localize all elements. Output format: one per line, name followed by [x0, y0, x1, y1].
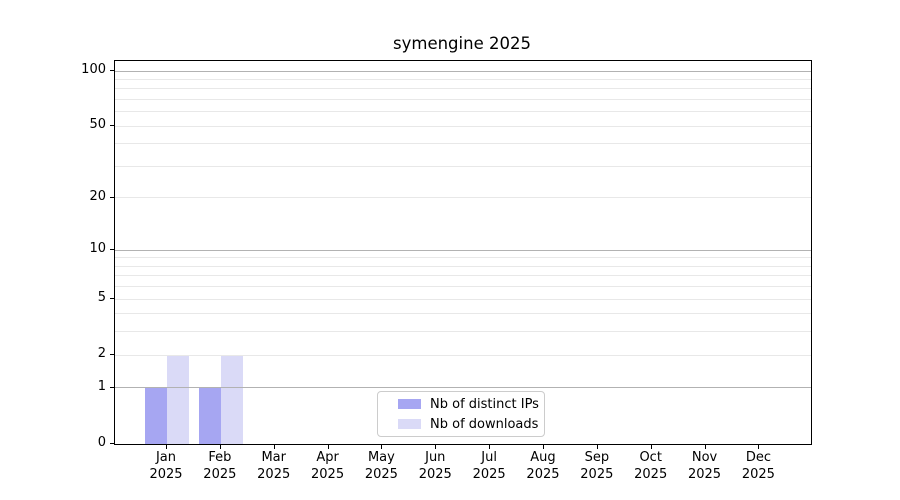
- x-tick-label: Jul 2025: [472, 450, 506, 482]
- chart-legend: Nb of distinct IPs Nb of downloads: [377, 391, 545, 437]
- x-tick-label: Dec 2025: [741, 450, 775, 482]
- y-tick-label: 0: [97, 435, 106, 450]
- x-tick-mark: [381, 445, 383, 449]
- x-tick-label: Sep 2025: [580, 450, 614, 482]
- x-tick-label: Aug 2025: [526, 450, 560, 482]
- x-tick-label: Apr 2025: [311, 450, 345, 482]
- legend-label-downloads: Nb of downloads: [430, 416, 539, 432]
- x-tick-mark: [489, 445, 491, 449]
- bar: [145, 387, 167, 444]
- x-tick-mark: [704, 445, 706, 449]
- y-tick-label: 5: [97, 290, 106, 306]
- x-tick-mark: [219, 445, 221, 449]
- x-tick-label: Oct 2025: [634, 450, 668, 482]
- x-tick-label: Nov 2025: [687, 450, 722, 482]
- x-tick-mark: [327, 445, 329, 449]
- x-tick-mark: [758, 445, 760, 449]
- x-tick-label: Jan 2025: [149, 450, 183, 482]
- y-tick-mark: [110, 354, 114, 356]
- legend-entry-downloads: Nb of downloads: [378, 416, 544, 433]
- x-tick-mark: [542, 445, 544, 449]
- plot-area: [114, 60, 812, 445]
- y-tick-mark: [110, 298, 114, 300]
- y-tick-mark: [110, 249, 114, 251]
- x-tick-mark: [650, 445, 652, 449]
- bar: [167, 355, 189, 444]
- y-tick-mark: [110, 386, 114, 388]
- y-tick-label: 10: [89, 241, 106, 257]
- y-tick-mark: [110, 196, 114, 198]
- y-tick-label: 20: [89, 188, 106, 204]
- y-tick-mark: [110, 70, 114, 71]
- x-tick-label: May 2025: [364, 450, 398, 482]
- x-tick-mark: [435, 445, 437, 449]
- x-tick-mark: [166, 445, 167, 449]
- y-tick-mark: [110, 443, 114, 444]
- y-tick-label: 100: [81, 62, 106, 77]
- y-tick-label: 1: [97, 378, 106, 394]
- x-tick-mark: [596, 445, 598, 449]
- legend-entry-distinct-ips: Nb of distinct IPs: [378, 396, 544, 413]
- x-tick-mark: [273, 445, 275, 449]
- y-tick-label: 2: [97, 346, 106, 362]
- bar: [198, 387, 221, 444]
- y-tick-label: 50: [89, 117, 106, 133]
- bar: [220, 355, 243, 444]
- y-tick-mark: [110, 125, 114, 127]
- bars-layer: [115, 61, 811, 444]
- x-tick-label: Jun 2025: [418, 450, 452, 482]
- x-tick-label: Feb 2025: [203, 450, 237, 482]
- chart-title: symengine 2025: [393, 34, 531, 53]
- x-tick-label: Mar 2025: [257, 450, 291, 482]
- legend-swatch-downloads: [398, 419, 421, 429]
- legend-label-distinct-ips: Nb of distinct IPs: [430, 396, 539, 412]
- legend-swatch-distinct-ips: [398, 399, 421, 409]
